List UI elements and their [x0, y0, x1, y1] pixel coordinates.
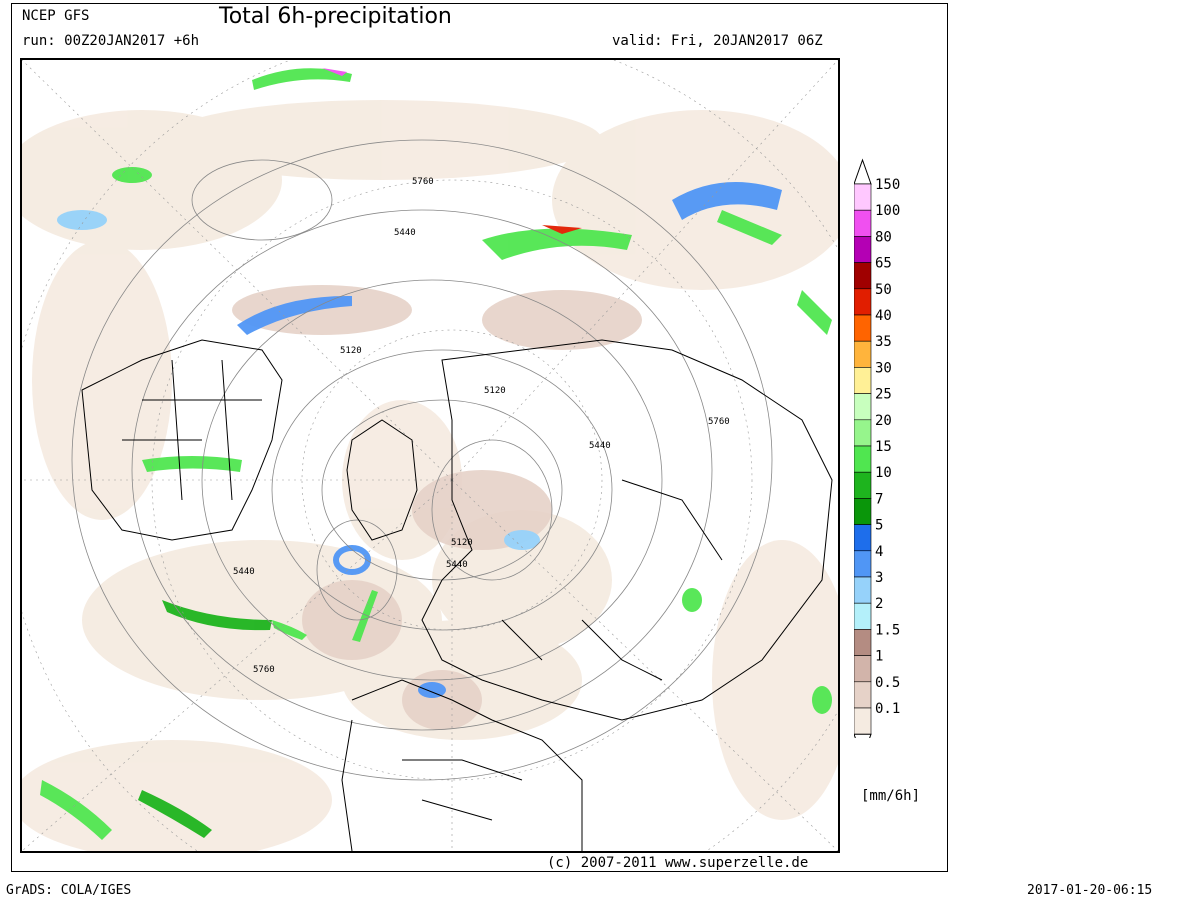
legend-label: 100 — [875, 203, 900, 219]
legend-label: 150 — [875, 177, 900, 193]
legend-swatch — [854, 576, 872, 604]
legend-swatch — [854, 629, 872, 656]
legend-swatch — [854, 419, 872, 447]
legend-label: 40 — [875, 308, 892, 324]
legend-swatch — [854, 367, 872, 394]
timestamp: 2017-01-20-06:15 — [1027, 883, 1153, 898]
legend-label: 50 — [875, 282, 892, 298]
legend-swatch — [854, 707, 872, 735]
legend-label: 2 — [875, 596, 883, 612]
legend-swatch — [854, 393, 872, 421]
contour-label: 5760 — [253, 665, 275, 675]
contour-label: 5760 — [412, 177, 434, 187]
legend-label: 25 — [875, 387, 892, 403]
legend-swatch — [854, 498, 872, 525]
legend-swatch — [854, 288, 872, 316]
legend-swatch — [854, 209, 872, 237]
software-credit: GrADS: COLA/IGES — [6, 883, 132, 898]
contour-label: 5120 — [340, 346, 362, 356]
precipitation-map: 5760 5440 5120 5120 5440 5760 5120 5440 … — [20, 58, 840, 853]
legend-label: 7 — [875, 491, 883, 507]
legend-swatch — [854, 550, 872, 578]
legend-swatch — [854, 262, 872, 290]
legend-label: 30 — [875, 360, 892, 376]
contour-label: 5440 — [394, 228, 416, 238]
legend-label: 15 — [875, 439, 892, 455]
legend-label: 35 — [875, 334, 892, 350]
legend-label: 20 — [875, 413, 892, 429]
legend-label: 0.1 — [875, 701, 900, 717]
legend-swatch — [854, 445, 872, 473]
copyright: (c) 2007-2011 www.superzelle.de — [547, 855, 809, 871]
color-legend: 150 100 80 65 50 40 35 30 25 20 15 10 7 5 4 3 2 1.5 1 0.5 0.… — [854, 158, 900, 738]
coastlines — [81, 339, 833, 851]
legend-units: [mm/6h] — [861, 788, 921, 804]
legend-swatch — [854, 524, 872, 552]
legend-label: 4 — [875, 544, 883, 560]
contour-label: 5440 — [233, 567, 255, 577]
run-time: run: 00Z20JAN2017 +6h — [22, 33, 200, 49]
legend-swatch — [854, 314, 872, 342]
legend-swatch — [854, 236, 872, 263]
legend-label: 65 — [875, 256, 892, 272]
precip-bands — [40, 68, 832, 840]
legend-swatch — [854, 602, 872, 630]
legend-arrow-up — [854, 158, 872, 185]
contour-label: 5440 — [589, 441, 611, 451]
contour-label: 5760 — [708, 417, 730, 427]
legend-label: 10 — [875, 465, 892, 481]
legend-swatch — [854, 681, 872, 709]
valid-time: valid: Fri, 20JAN2017 06Z — [612, 33, 823, 49]
legend-swatch — [854, 655, 872, 683]
legend-swatch — [854, 340, 872, 368]
legend-swatch — [854, 183, 872, 211]
chart-title: Total 6h-precipitation — [219, 4, 452, 29]
legend-label: 80 — [875, 229, 892, 245]
legend-label: 5 — [875, 518, 883, 534]
legend-swatch — [854, 471, 872, 499]
legend-label: 1.5 — [875, 622, 900, 638]
model-name: NCEP GFS — [22, 8, 90, 24]
contour-label: 5120 — [484, 386, 506, 396]
legend-arrow-down — [854, 733, 872, 738]
legend-label: 1 — [875, 649, 883, 665]
contour-label: 5440 — [446, 560, 468, 570]
contour-label: 5120 — [451, 538, 473, 548]
legend-label: 3 — [875, 570, 883, 586]
legend-label: 0.5 — [875, 675, 900, 691]
geopotential-contours — [71, 139, 773, 781]
graticule — [22, 60, 838, 851]
